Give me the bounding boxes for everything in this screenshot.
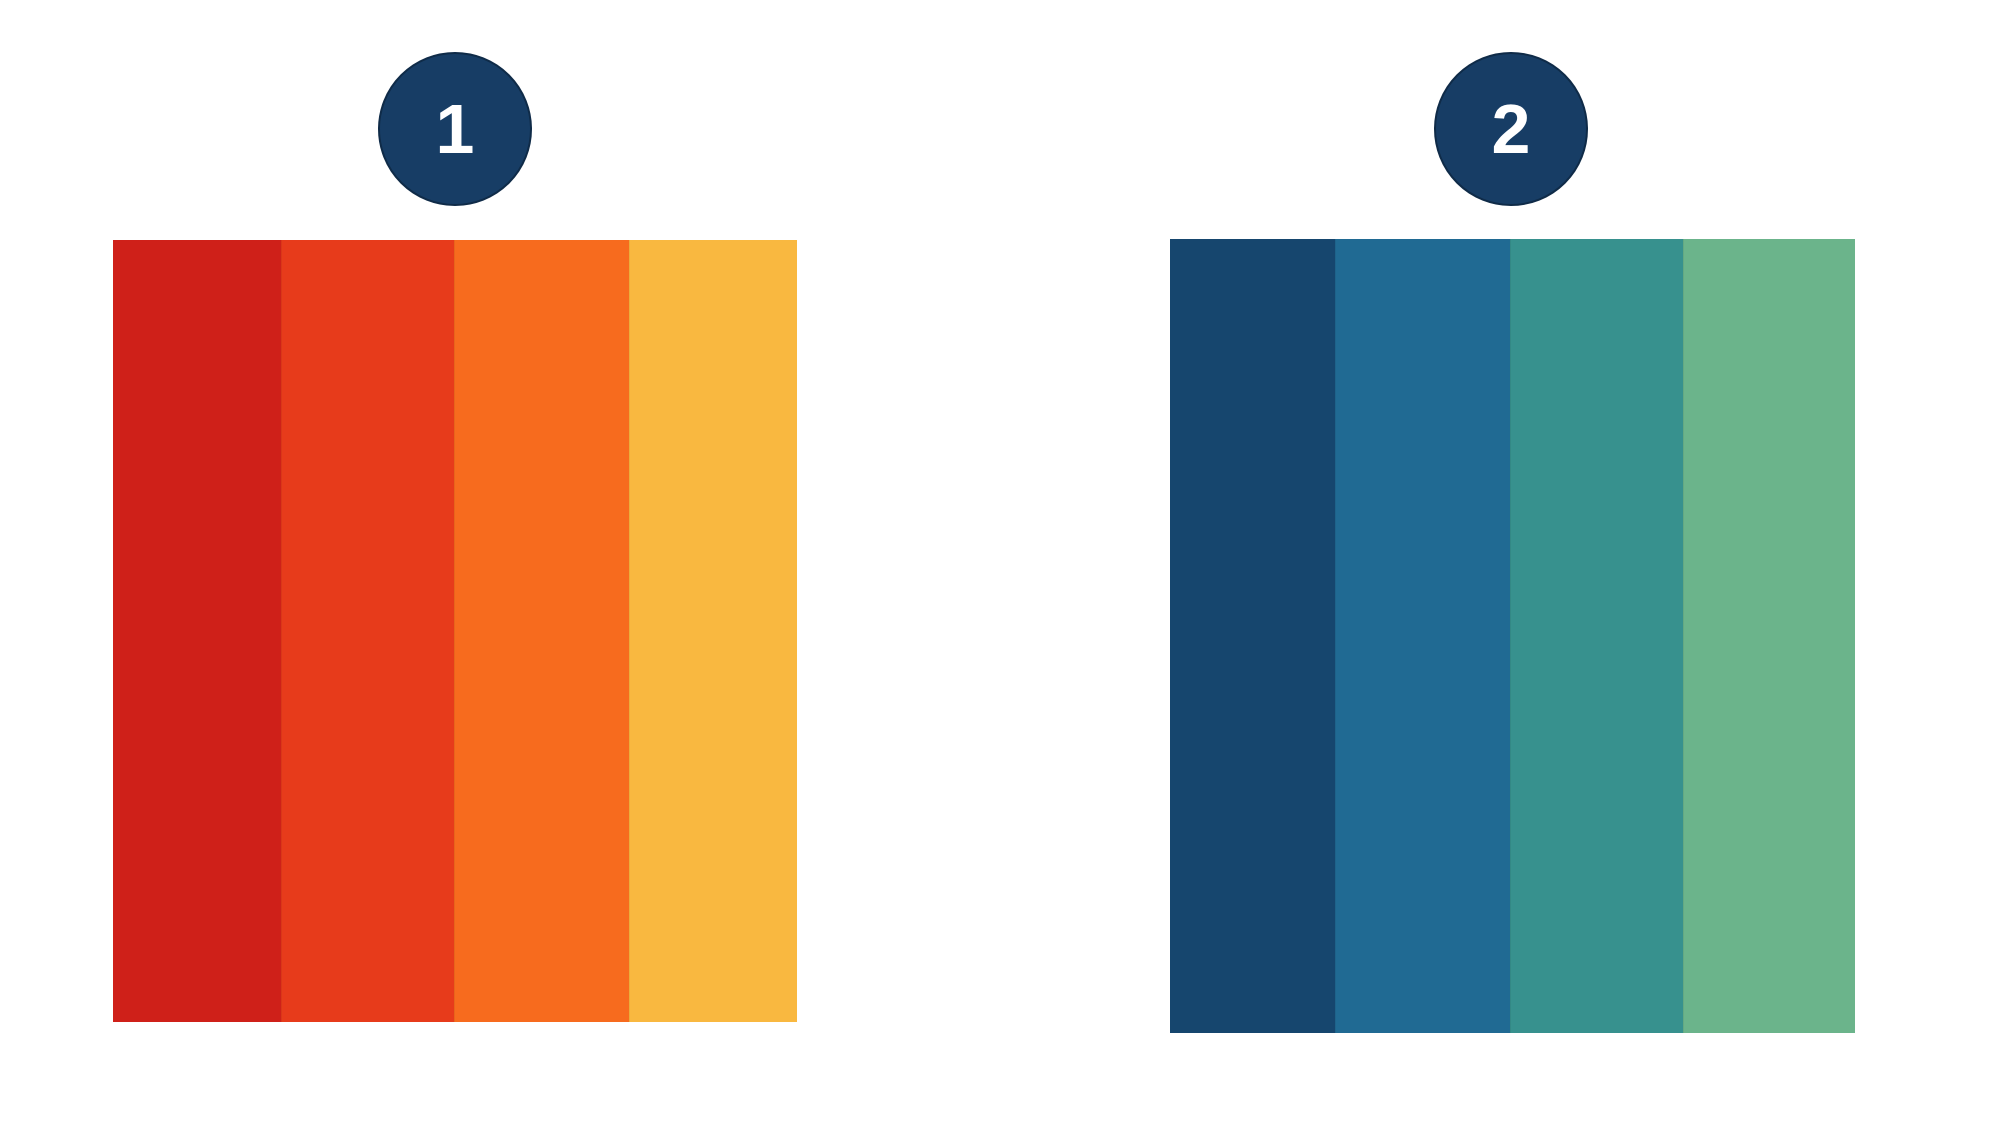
palette-1-swatch-4 xyxy=(629,240,797,1022)
badge-2-label: 2 xyxy=(1491,90,1531,168)
badge-1-label: 1 xyxy=(435,90,475,168)
color-palette-1 xyxy=(113,240,797,1022)
palette-2-swatch-2 xyxy=(1335,239,1510,1033)
palette-1-swatch-3 xyxy=(454,240,629,1022)
palette-1-number-badge: 1 xyxy=(378,52,532,206)
palette-2-swatch-3 xyxy=(1510,239,1683,1033)
palette-2-swatch-4 xyxy=(1683,239,1855,1033)
palette-2-number-badge: 2 xyxy=(1434,52,1588,206)
palette-1-swatch-2 xyxy=(281,240,454,1022)
color-palette-2 xyxy=(1170,239,1855,1033)
palette-1-swatch-1 xyxy=(113,240,281,1022)
palette-2-swatch-1 xyxy=(1170,239,1335,1033)
